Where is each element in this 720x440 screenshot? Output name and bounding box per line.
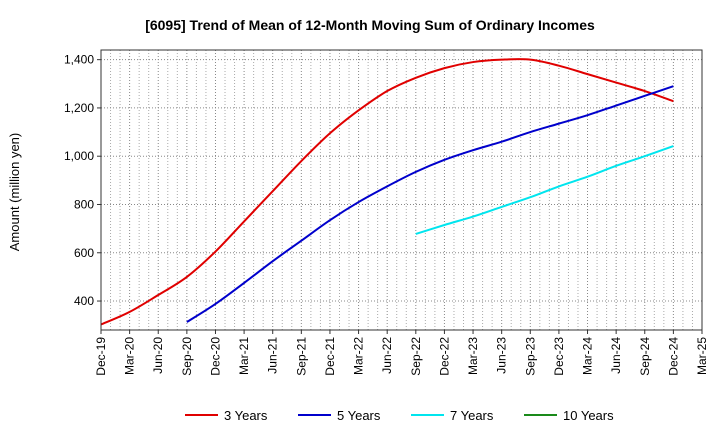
x-tick-label: Mar-24 [581,337,595,375]
x-tick-label: Dec-20 [208,337,222,376]
chart-title: [6095] Trend of Mean of 12-Month Moving … [145,17,595,33]
x-tick-label: Jun-22 [380,337,394,374]
y-axis-ticks: 400 600 800 1,000 1,200 1,400 [64,53,101,308]
x-tick-label: Dec-22 [437,337,451,376]
x-tick-label: Sep-20 [180,337,194,376]
y-tick-label: 400 [74,294,94,308]
plot-frame [100,49,703,331]
y-tick-label: 800 [74,197,94,211]
y-tick-label: 600 [74,246,94,260]
y-tick-label: 1,200 [64,101,94,115]
x-tick-label: Jun-21 [266,337,280,374]
series-lines [100,58,674,326]
legend-label-10-years: 10 Years [563,408,614,423]
y-tick-label: 1,000 [64,149,94,163]
y-axis-label: Amount (million yen) [7,133,22,252]
x-tick-label: Mar-25 [695,337,709,375]
x-tick-label: Jun-24 [609,337,623,374]
x-tick-label: Dec-23 [552,337,566,376]
grid-lines [101,50,702,330]
x-tick-label: Dec-19 [94,337,108,376]
x-tick-label: Sep-21 [294,337,308,376]
series-line-5-years [186,85,674,323]
x-tick-label: Jun-20 [151,337,165,374]
legend-label-3-years: 3 Years [224,408,268,423]
x-axis-ticks: Dec-19 Mar-20 Jun-20 Sep-20 Dec-20 Mar-21 Jun-… [94,330,709,376]
series-line-3-years [100,58,674,326]
x-tick-label: Jun-23 [495,337,509,374]
x-tick-label: Sep-23 [523,337,537,376]
legend-label-7-years: 7 Years [450,408,494,423]
x-tick-label: Sep-22 [409,337,423,376]
x-tick-label: Dec-21 [323,337,337,376]
x-tick-label: Mar-22 [352,337,366,375]
x-tick-label: Mar-20 [123,337,137,375]
x-tick-label: Dec-24 [666,337,680,376]
y-tick-label: 1,400 [64,53,94,67]
legend: 3 Years 5 Years 7 Years 10 Years [185,408,614,423]
legend-label-5-years: 5 Years [337,408,381,423]
series-line-7-years [415,145,674,235]
x-tick-label: Mar-23 [466,337,480,375]
x-tick-label: Mar-21 [237,337,251,375]
x-tick-label: Sep-24 [638,337,652,376]
